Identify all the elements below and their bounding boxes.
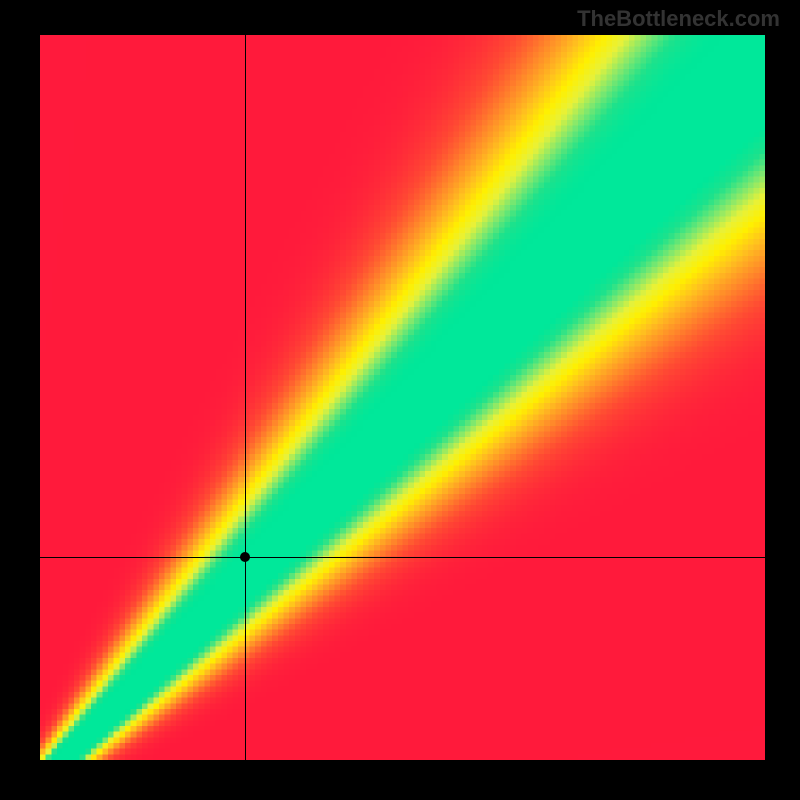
heatmap-plot <box>40 35 765 760</box>
heatmap-canvas <box>40 35 765 760</box>
crosshair-horizontal <box>40 557 765 558</box>
crosshair-vertical <box>245 35 246 760</box>
watermark-text: TheBottleneck.com <box>577 6 780 32</box>
crosshair-marker <box>240 552 250 562</box>
